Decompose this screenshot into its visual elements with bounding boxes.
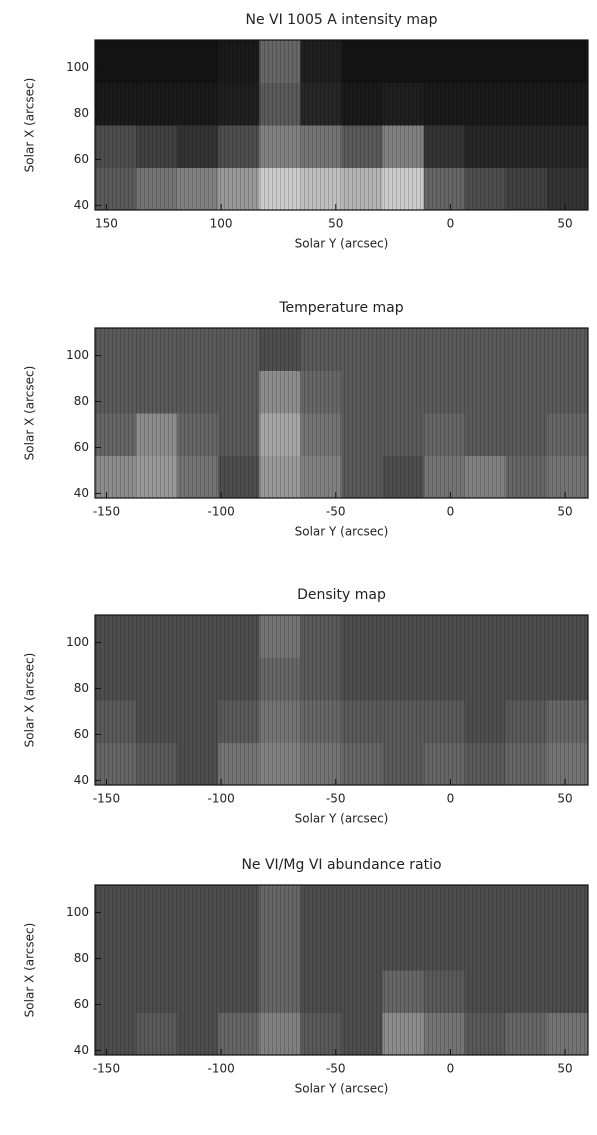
stripe-overlay <box>95 328 588 498</box>
panel-title: Ne VI/Mg VI abundance ratio <box>241 857 441 873</box>
y-tick-label: 40 <box>74 1043 89 1057</box>
x-tick-label: -50 <box>326 792 346 806</box>
y-axis-label: Solar X (arcsec) <box>23 366 37 461</box>
y-tick-label: 80 <box>74 394 89 408</box>
x-tick-label: 50 <box>557 1062 572 1076</box>
x-tick-label: -100 <box>207 505 234 519</box>
x-tick-label: 100 <box>210 217 233 231</box>
stripe-overlay <box>95 615 588 785</box>
x-tick-label: 50 <box>328 217 343 231</box>
y-tick-label: 80 <box>74 106 89 120</box>
y-tick-label: 60 <box>74 727 89 741</box>
x-tick-label: 0 <box>447 1062 455 1076</box>
x-tick-label: 0 <box>447 792 455 806</box>
y-axis-label: Solar X (arcsec) <box>23 653 37 748</box>
x-tick-label: 50 <box>557 505 572 519</box>
plot-frame <box>94 884 589 1056</box>
x-tick-label: -50 <box>326 505 346 519</box>
plot-frame <box>94 614 589 786</box>
x-axis-label: Solar Y (arcsec) <box>295 812 389 826</box>
x-tick-label: 50 <box>557 217 572 231</box>
stripe-overlay <box>95 40 588 210</box>
y-tick-label: 80 <box>74 951 89 965</box>
y-tick-label: 60 <box>74 152 89 166</box>
panel-title: Density map <box>297 587 386 603</box>
x-tick-label: -50 <box>326 1062 346 1076</box>
panel-title: Ne VI 1005 A intensity map <box>245 12 437 28</box>
x-axis-label: Solar Y (arcsec) <box>295 237 389 251</box>
y-axis-label: Solar X (arcsec) <box>23 923 37 1018</box>
y-tick-label: 80 <box>74 681 89 695</box>
y-tick-label: 40 <box>74 773 89 787</box>
x-tick-label: 50 <box>557 792 572 806</box>
plot-frame <box>94 327 589 499</box>
plot-frame <box>94 39 589 211</box>
y-tick-label: 100 <box>66 60 89 74</box>
x-tick-label: 150 <box>95 217 118 231</box>
x-tick-label: -150 <box>93 505 120 519</box>
x-tick-label: -150 <box>93 1062 120 1076</box>
stripe-overlay <box>95 885 588 1055</box>
y-tick-label: 60 <box>74 997 89 1011</box>
x-tick-label: -150 <box>93 792 120 806</box>
y-tick-label: 40 <box>74 198 89 212</box>
panel-title: Temperature map <box>278 300 403 316</box>
x-tick-label: 0 <box>447 217 455 231</box>
y-tick-label: 100 <box>66 635 89 649</box>
y-tick-label: 60 <box>74 440 89 454</box>
y-axis-label: Solar X (arcsec) <box>23 78 37 173</box>
x-tick-label: -100 <box>207 1062 234 1076</box>
y-tick-label: 100 <box>66 348 89 362</box>
x-tick-label: -100 <box>207 792 234 806</box>
x-axis-label: Solar Y (arcsec) <box>295 1082 389 1096</box>
y-tick-label: 40 <box>74 486 89 500</box>
x-tick-label: 0 <box>447 505 455 519</box>
x-axis-label: Solar Y (arcsec) <box>295 525 389 539</box>
y-tick-label: 100 <box>66 905 89 919</box>
